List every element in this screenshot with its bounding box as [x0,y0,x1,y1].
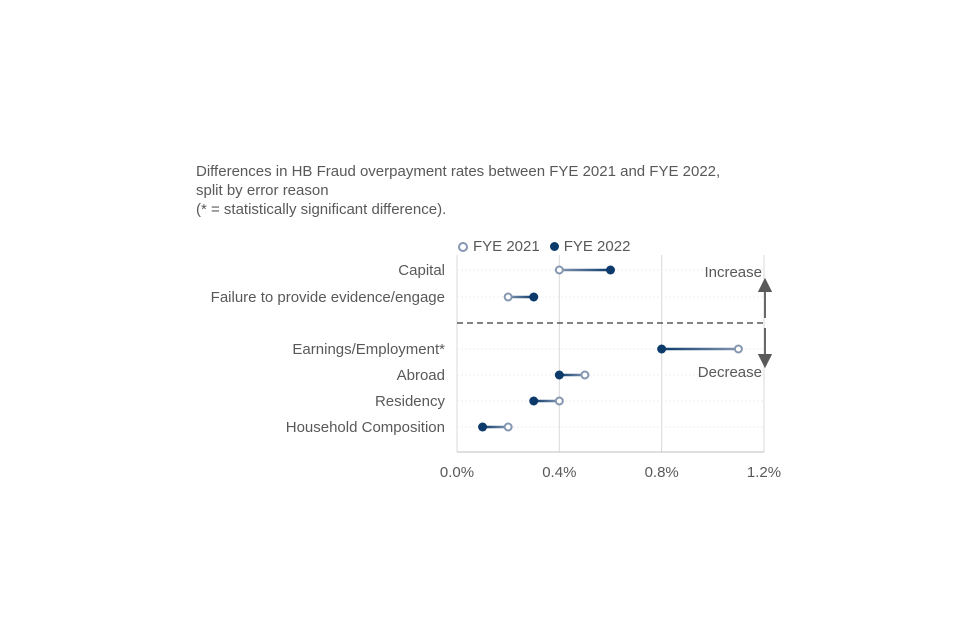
x-tick-label: 0.4% [542,464,576,481]
x-tick-label: 1.2% [747,464,781,481]
point-fye-2022 [478,422,488,432]
increase-label: Increase [704,264,762,281]
point-fye-2021 [503,422,513,432]
category-label: Residency [375,393,446,410]
point-fye-2021 [580,370,590,380]
category-label: Failure to provide evidence/engage [211,289,445,306]
legend-item-fye-2021: FYE 2021 [458,238,540,255]
legend-marker-filled-icon [549,242,559,251]
legend-label-fye-2021: FYE 2021 [473,238,540,255]
point-fye-2022 [606,265,615,275]
category-label: Capital [398,262,445,279]
point-fye-2021 [733,344,743,354]
category-label: Earnings/Employment* [292,341,445,358]
decrease-label: Decrease [698,364,762,381]
point-fye-2022 [657,344,667,354]
chart-title-line-3: (* = statistically significant differenc… [196,201,447,218]
point-fye-2022 [554,370,564,380]
point-fye-2022 [529,396,539,406]
legend-label-fye-2022: FYE 2022 [563,238,631,255]
category-label: Household Composition [286,419,445,436]
chart-title-line-2: split by error reason [196,182,329,199]
point-fye-2022 [529,292,539,302]
legend-item-fye-2022: FYE 2022 [549,238,631,255]
chart-title: Differences in HB Fraud overpayment rate… [196,162,796,219]
chart-legend: FYE 2021 FYE 2022 [458,238,636,255]
x-tick-label: 0.0% [440,464,474,481]
point-fye-2021 [503,292,513,302]
point-fye-2021 [554,396,564,406]
x-tick-label: 0.8% [645,464,679,481]
category-label: Abroad [397,367,445,384]
chart-title-line-1: Differences in HB Fraud overpayment rate… [196,163,721,180]
legend-marker-open-icon [458,241,468,252]
point-fye-2021 [554,265,564,275]
